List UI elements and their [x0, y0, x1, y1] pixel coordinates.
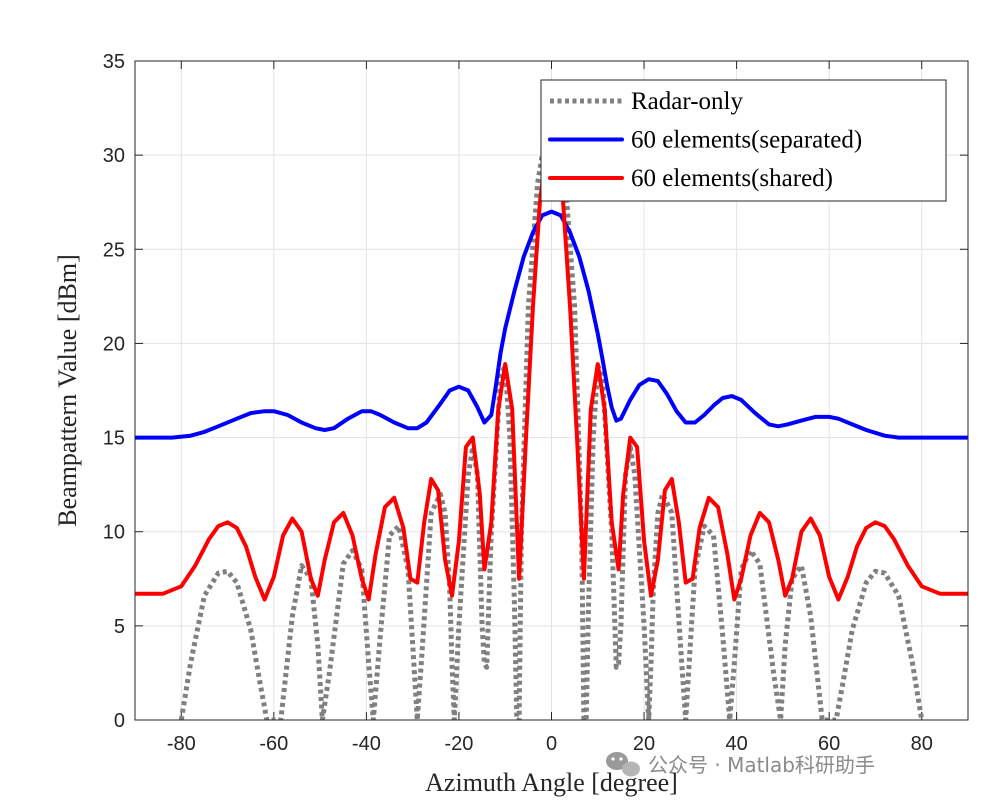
- legend-label-2: 60 elements(shared): [631, 165, 833, 192]
- wechat-icon: [606, 752, 640, 777]
- x-tick-label: 20: [633, 733, 655, 755]
- legend-label-1: 60 elements(separated): [631, 127, 862, 154]
- y-tick-label: 15: [103, 428, 125, 450]
- x-tick-label: 0: [546, 733, 557, 755]
- watermark: 公众号 · Matlab科研助手: [606, 752, 875, 777]
- x-tick-label: 60: [818, 733, 840, 755]
- x-tick-label: -80: [167, 733, 196, 755]
- series-line-0: [178, 115, 925, 720]
- x-tick-label: -60: [259, 733, 288, 755]
- y-tick-label: 25: [103, 239, 125, 261]
- series-line-1: [135, 209, 968, 440]
- x-tick-label: -40: [352, 733, 381, 755]
- watermark-text: 公众号 · Matlab科研助手: [648, 753, 875, 777]
- plot-frame: [134, 60, 969, 721]
- y-tick-label: 20: [103, 333, 125, 355]
- y-tick-label: 35: [103, 51, 125, 73]
- x-tick-label: 40: [725, 733, 747, 755]
- legend: Radar-only 60 elements(separated) 60 eleme…: [540, 79, 947, 202]
- x-axis-label: Azimuth Angle [degree]: [425, 768, 678, 797]
- tick-labels: -80 -60 -40 -20 0 20 40 60 80 0 5 10 15 20 25 30 35: [103, 51, 933, 755]
- y-tick-label: 5: [114, 616, 125, 638]
- y-tick-label: 10: [103, 522, 125, 544]
- y-tick-label: 30: [103, 145, 125, 167]
- legend-label-0: Radar-only: [631, 88, 743, 115]
- x-tick-label: -20: [444, 733, 473, 755]
- y-tick-label: 0: [114, 710, 125, 732]
- y-axis-label: Beampattern Value [dBm]: [53, 254, 82, 526]
- x-tick-label: 80: [911, 733, 933, 755]
